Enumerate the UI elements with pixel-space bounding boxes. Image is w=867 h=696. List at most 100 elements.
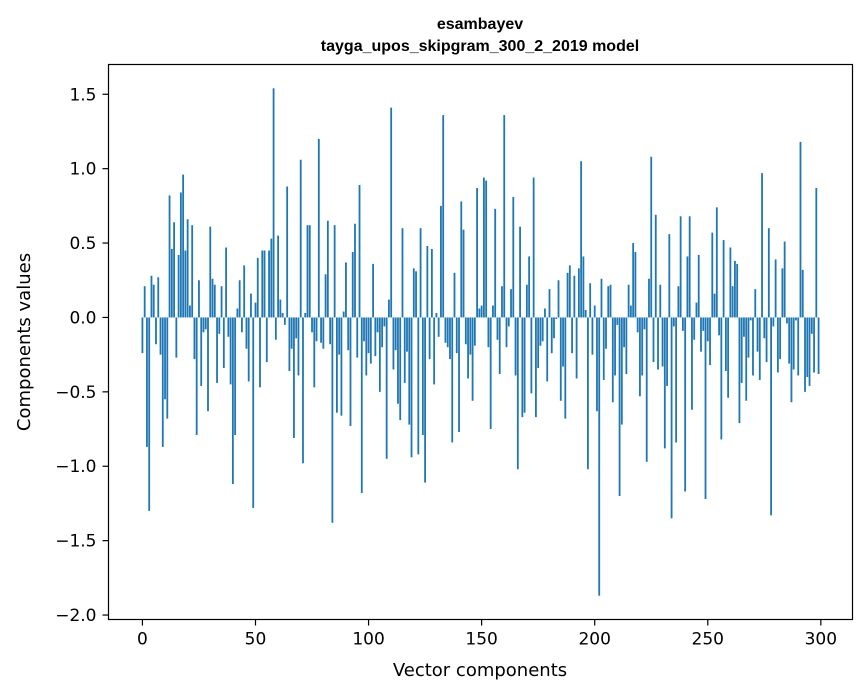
bar-52: [259, 317, 261, 388]
bar-70: [299, 159, 302, 318]
bar-202: [598, 317, 601, 596]
bar-285: [786, 317, 788, 324]
y-axis-label: Components values: [14, 253, 35, 431]
bar-277: [767, 228, 770, 318]
bar-63: [283, 317, 286, 325]
bar-146: [471, 317, 474, 401]
bar-99: [365, 317, 368, 376]
bar-150: [480, 305, 483, 318]
bar-16: [177, 254, 180, 318]
bar-219: [636, 317, 639, 333]
bar-67: [293, 317, 295, 438]
bar-185: [559, 317, 562, 401]
bar-84: [331, 317, 334, 523]
bar-179: [546, 317, 549, 382]
bar-88: [340, 317, 343, 416]
bar-119: [410, 317, 413, 458]
bar-191: [573, 275, 576, 318]
bar-106: [381, 317, 384, 348]
bar-283: [781, 268, 784, 318]
bar-71: [302, 317, 304, 464]
bar-294: [806, 317, 809, 377]
bar-139: [455, 317, 458, 354]
bar-23: [193, 317, 196, 360]
bar-166: [516, 317, 519, 470]
bar-174: [535, 317, 537, 418]
bar-136: [449, 317, 451, 360]
bar-55: [265, 317, 268, 363]
bar-34: [218, 317, 221, 334]
bar-184: [557, 280, 560, 318]
bar-281: [776, 317, 779, 373]
bar-89: [342, 311, 345, 318]
bar-6: [155, 317, 157, 345]
bar-209: [614, 317, 616, 376]
y-tick-label-1: 1.0: [69, 160, 96, 180]
bar-127: [428, 317, 431, 360]
bar-110: [390, 107, 393, 318]
bar-100: [367, 317, 370, 354]
x-tick-label-50: 50: [245, 630, 267, 650]
bar-175: [537, 317, 540, 369]
bar-270: [752, 317, 754, 376]
bar-116: [403, 317, 406, 383]
bar-135: [446, 317, 449, 348]
bar-75: [311, 317, 313, 333]
bar-121: [415, 271, 417, 318]
bar-178: [544, 308, 546, 318]
bar-205: [605, 317, 607, 349]
bar-5: [152, 284, 155, 318]
bar-228: [657, 317, 659, 370]
bar-279: [772, 317, 775, 327]
bar-251: [709, 317, 711, 366]
bar-111: [392, 317, 395, 370]
bar-97: [360, 317, 363, 494]
bar-201: [596, 317, 598, 412]
bar-203: [600, 278, 603, 318]
bar-298: [815, 188, 818, 318]
bar-91: [347, 317, 350, 351]
bar-118: [408, 317, 411, 425]
bar-207: [609, 284, 612, 318]
bar-13: [170, 249, 173, 318]
bar-77: [315, 317, 318, 342]
bar-9: [161, 317, 164, 447]
bar-27: [202, 317, 205, 333]
bar-282: [779, 317, 782, 360]
bar-163: [510, 289, 512, 318]
bar-177: [541, 317, 544, 342]
bar-241: [686, 256, 689, 318]
bar-32: [213, 284, 216, 318]
bar-102: [372, 263, 374, 318]
bar-19: [184, 250, 187, 318]
bar-289: [795, 317, 797, 321]
bar-11: [166, 317, 169, 419]
bar-153: [487, 317, 490, 348]
bar-176: [539, 317, 542, 346]
bar-56: [268, 250, 270, 318]
bar-265: [740, 317, 743, 383]
bar-223: [645, 317, 648, 462]
bar-266: [743, 317, 745, 337]
x-tick-label-250: 250: [692, 630, 724, 650]
bar-73: [306, 225, 309, 318]
bar-45: [243, 265, 246, 318]
bar-59: [274, 317, 277, 340]
bar-258: [724, 317, 727, 372]
bar-72: [304, 312, 307, 318]
bar-173: [532, 177, 535, 318]
bar-292: [801, 269, 804, 318]
bar-138: [453, 272, 456, 318]
bar-189: [568, 265, 571, 318]
bar-157: [496, 317, 499, 340]
bar-172: [530, 317, 533, 394]
bar-49: [252, 317, 255, 508]
bar-132: [440, 205, 442, 318]
bar-237: [677, 286, 680, 318]
bar-113: [397, 317, 399, 404]
bar-267: [745, 317, 748, 401]
y-tick-label--2: −2.0: [55, 606, 96, 626]
bar-216: [629, 305, 632, 318]
bar-80: [322, 317, 325, 349]
